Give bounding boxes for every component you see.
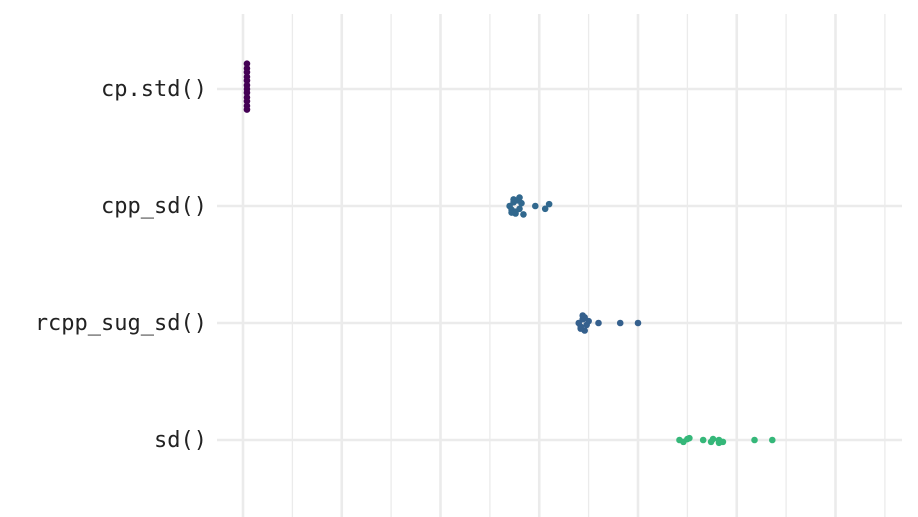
data-point (709, 435, 717, 443)
y-tick-label: sd() (154, 428, 207, 453)
data-points (243, 60, 776, 447)
data-point (243, 97, 251, 105)
data-point (577, 325, 585, 332)
data-point (769, 436, 776, 444)
data-point (243, 106, 251, 113)
y-tick-label: cpp_sd() (101, 194, 207, 219)
data-point (510, 196, 517, 203)
data-point (616, 319, 624, 327)
grid-layer (217, 14, 902, 517)
data-point (634, 319, 642, 327)
data-point (751, 436, 758, 444)
data-point (699, 436, 707, 444)
category-labels: cp.std() cpp_sd() rcpp_sug_sd() sd() (35, 77, 207, 453)
data-point (719, 438, 727, 446)
y-tick-label: cp.std() (101, 77, 207, 102)
data-point (516, 194, 523, 201)
data-point (243, 77, 251, 84)
data-point (532, 202, 539, 210)
data-point (516, 205, 523, 213)
data-point (581, 314, 588, 321)
data-point (512, 210, 519, 217)
data-point (545, 200, 553, 208)
data-point (243, 89, 251, 97)
data-point (541, 205, 549, 213)
data-point (595, 319, 602, 327)
data-point (520, 211, 527, 218)
data-point (518, 199, 525, 207)
data-point (243, 60, 251, 68)
data-point (243, 68, 251, 76)
y-tick-label: rcpp_sug_sd() (35, 311, 207, 336)
data-point (686, 434, 693, 442)
